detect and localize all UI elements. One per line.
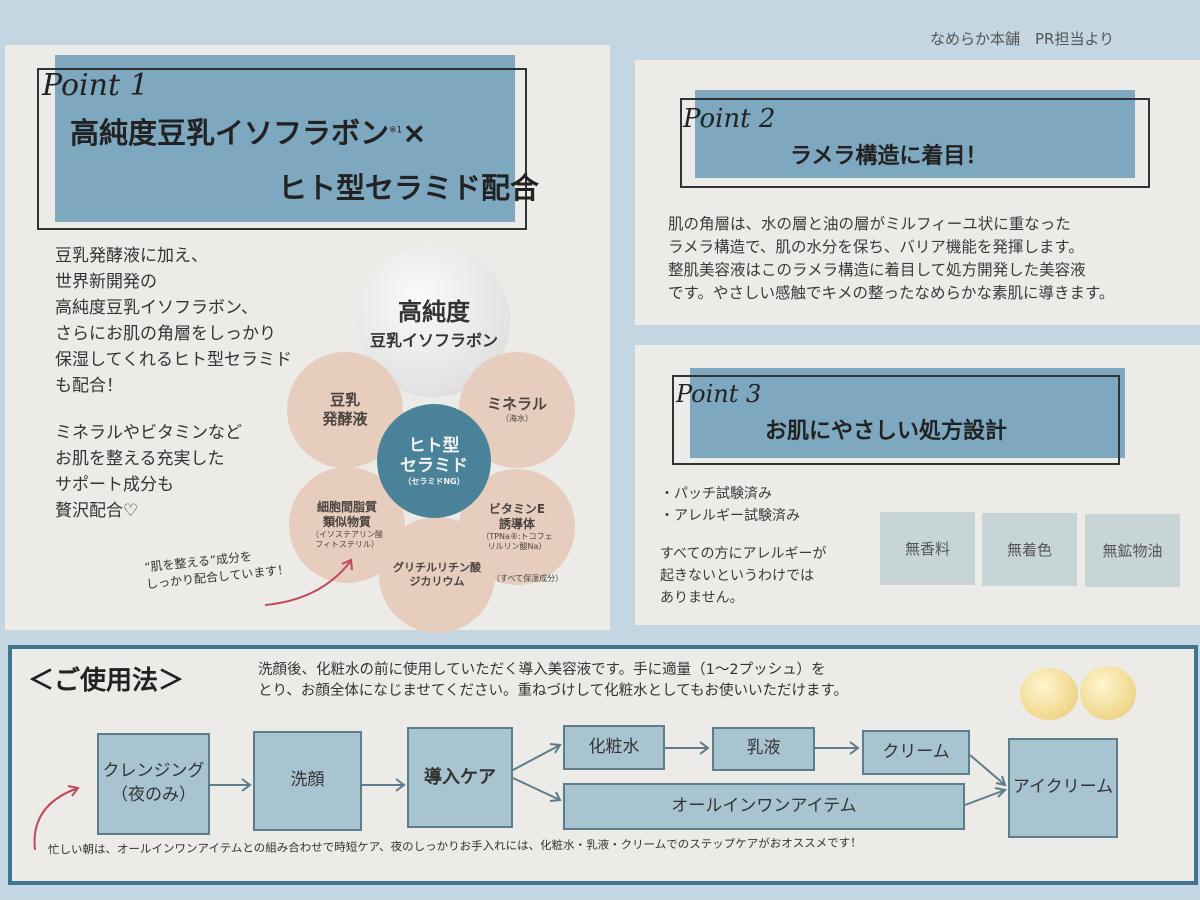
petal-label: ミネラル — [486, 395, 547, 414]
text-line: さらにお肌の角層をしっかり — [55, 324, 276, 344]
step-booster-care: 導入ケア — [407, 727, 513, 828]
petal-label: グリチルリチン酸 ジカリウム — [393, 561, 481, 588]
point3-title: お肌にやさしい処方設計 — [765, 419, 1008, 444]
note-mark: ※1 — [389, 125, 403, 136]
circle-subtitle: 豆乳イソフラボン — [369, 330, 498, 350]
tag-mineral-oil-free: 無鉱物油 — [1085, 514, 1180, 587]
text-line: とり、お顔全体になじませてください。重ねづけして化粧水としてもお使いいただけます… — [258, 683, 849, 699]
point1-title-line1: 高純度豆乳イソフラボン※1× — [70, 110, 427, 152]
mascot-illustration — [1020, 666, 1170, 728]
text-line: ミネラルやビタミンなど — [55, 423, 242, 443]
step-cleansing: クレンジング （夜のみ） — [97, 733, 210, 835]
step-lotion: 化粧水 — [563, 725, 665, 770]
tag-fragrance-free: 無香料 — [880, 512, 975, 585]
usage-description: 洗顔後、化粧水の前に使用していただく導入美容液です。手に適量（1〜2プッシュ）を… — [258, 660, 848, 702]
point1-title-line2: ヒト型セラミド配合 — [278, 171, 540, 205]
text-line: 洗顔後、化粧水の前に使用していただく導入美容液です。手に適量（1〜2プッシュ）を — [258, 662, 826, 678]
step-all-in-one: オールインワンアイテム — [563, 783, 965, 830]
text-line: 整肌美容液はこのラメラ構造に着目して処方開発した美容液 — [668, 261, 1086, 279]
text-line: 保湿してくれるヒト型セラミド — [55, 350, 292, 370]
point3-label: Point 3 — [676, 380, 762, 408]
text-line: ラメラ構造で、肌の水分を保ち、バリア機能を発揮します。 — [668, 238, 1084, 256]
usage-title: ＜ご使用法＞ — [28, 666, 185, 696]
petal-glycyrrhizinate: グリチルリチン酸 ジカリウム — [379, 517, 495, 633]
point1-paragraph2: ミネラルやビタミンなど お肌を整える充実した サポート成分も 贅沢配合♡ — [55, 420, 242, 524]
text-line: ありません。 — [660, 590, 744, 606]
text-line: 贅沢配合♡ — [55, 501, 139, 521]
text-line: 高純度豆乳イソフラボン、 — [55, 298, 258, 318]
center-line: セラミド — [400, 456, 468, 477]
point1-title-text1: 高純度豆乳イソフラボン — [70, 116, 390, 150]
step-eye-cream: アイクリーム — [1008, 738, 1118, 838]
step-face-wash: 洗顔 — [253, 731, 362, 831]
point1-times: × — [402, 116, 427, 150]
petal-label: 細胞間脂質 類似物質 — [316, 499, 377, 529]
step-milk: 乳液 — [712, 727, 815, 771]
point3-bullets: ・パッチ試験済み ・アレルギー試験済み — [660, 483, 800, 527]
petal-sub: （TPNa®:トコフェ リルリン酸Na） — [481, 531, 553, 551]
petal-label: 豆乳 発酵液 — [322, 391, 368, 428]
petal-mineral: ミネラル （海水） — [459, 352, 575, 468]
point1-title-bar — [55, 55, 515, 222]
callout-arrow-icon — [264, 558, 353, 606]
point2-title: ラメラ構造に着目！ — [790, 144, 988, 169]
center-line: ヒト型 — [408, 435, 460, 456]
header-credit: なめらか本舗 PR担当より — [930, 30, 1115, 48]
point3-title-frame — [672, 375, 1120, 465]
circle-ceramide: ヒト型 セラミド （セラミドNG） — [377, 404, 491, 518]
point2-title-bar — [695, 90, 1135, 178]
petal-label: ビタミンE 誘導体 — [488, 501, 546, 531]
point3-disclaimer: すべての方にアレルギーが 起きないというわけでは ありません。 — [660, 543, 826, 609]
text-line: 世界新開発の — [55, 272, 157, 292]
point1-label: Point 1 — [42, 68, 149, 103]
point1-title-frame — [37, 68, 527, 230]
diagram-footnote: （すべて保湿成分） — [492, 574, 564, 583]
text-line: も配合！ — [55, 376, 123, 396]
step-cream: クリーム — [862, 730, 970, 775]
text-line: 肌の角層は、水の層と油の層がミルフィーユ状に重なった — [668, 215, 1071, 233]
point2-body: 肌の角層は、水の層と油の層がミルフィーユ状に重なった ラメラ構造で、肌の水分を保… — [668, 213, 1114, 305]
text-line: 豆乳発酵液に加え、 — [55, 246, 208, 266]
tag-color-free: 無着色 — [982, 513, 1077, 586]
center-sub: （セラミドNG） — [403, 476, 465, 486]
bullet-item: ・パッチ試験済み — [660, 486, 772, 502]
text-line: 起きないというわけでは — [660, 568, 814, 584]
petal-sub: （海水） — [501, 414, 533, 424]
point1-paragraph1: 豆乳発酵液に加え、 世界新開発の 高純度豆乳イソフラボン、 さらにお肌の角層をし… — [55, 243, 292, 399]
petal-sub: （イソステアリン酸 フィトステリル） — [311, 529, 383, 549]
point2-label: Point 2 — [683, 104, 776, 134]
point3-title-bar — [690, 368, 1125, 458]
text-line: すべての方にアレルギーが — [660, 546, 827, 562]
bullet-item: ・アレルギー試験済み — [660, 508, 800, 524]
text-line: お肌を整える充実した — [55, 449, 225, 469]
text-line: です。やさしい感触でキメの整ったなめらかな素肌に導きます。 — [668, 284, 1115, 302]
text-line: サポート成分も — [55, 475, 174, 495]
circle-title: 高純度 — [398, 297, 470, 326]
point2-title-frame — [680, 98, 1150, 188]
